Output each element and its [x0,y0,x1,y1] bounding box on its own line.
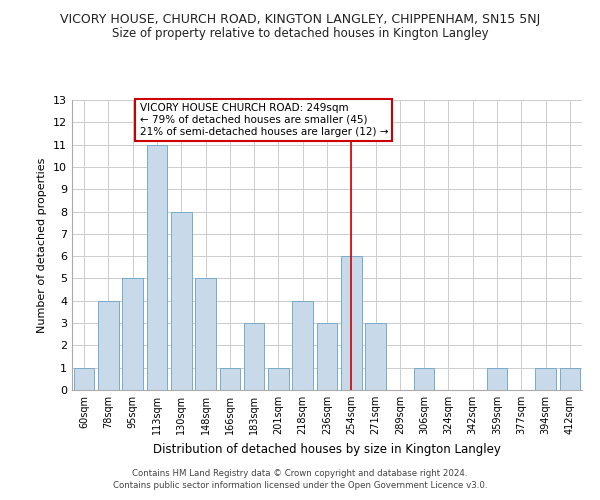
Bar [317,323,337,390]
Bar [98,301,119,390]
Bar [74,368,94,390]
Text: Contains public sector information licensed under the Open Government Licence v3: Contains public sector information licen… [113,481,487,490]
Bar [487,368,508,390]
Bar [244,323,265,390]
Bar [146,144,167,390]
Text: Contains HM Land Registry data © Crown copyright and database right 2024.: Contains HM Land Registry data © Crown c… [132,468,468,477]
X-axis label: Distribution of detached houses by size in Kington Langley: Distribution of detached houses by size … [153,442,501,456]
Bar [560,368,580,390]
Text: VICORY HOUSE CHURCH ROAD: 249sqm
← 79% of detached houses are smaller (45)
21% o: VICORY HOUSE CHURCH ROAD: 249sqm ← 79% o… [140,104,388,136]
Y-axis label: Number of detached properties: Number of detached properties [37,158,47,332]
Text: VICORY HOUSE, CHURCH ROAD, KINGTON LANGLEY, CHIPPENHAM, SN15 5NJ: VICORY HOUSE, CHURCH ROAD, KINGTON LANGL… [60,12,540,26]
Bar [341,256,362,390]
Bar [365,323,386,390]
Bar [195,278,216,390]
Bar [171,212,191,390]
Bar [292,301,313,390]
Bar [414,368,434,390]
Bar [268,368,289,390]
Bar [122,278,143,390]
Text: Size of property relative to detached houses in Kington Langley: Size of property relative to detached ho… [112,28,488,40]
Bar [535,368,556,390]
Bar [220,368,240,390]
